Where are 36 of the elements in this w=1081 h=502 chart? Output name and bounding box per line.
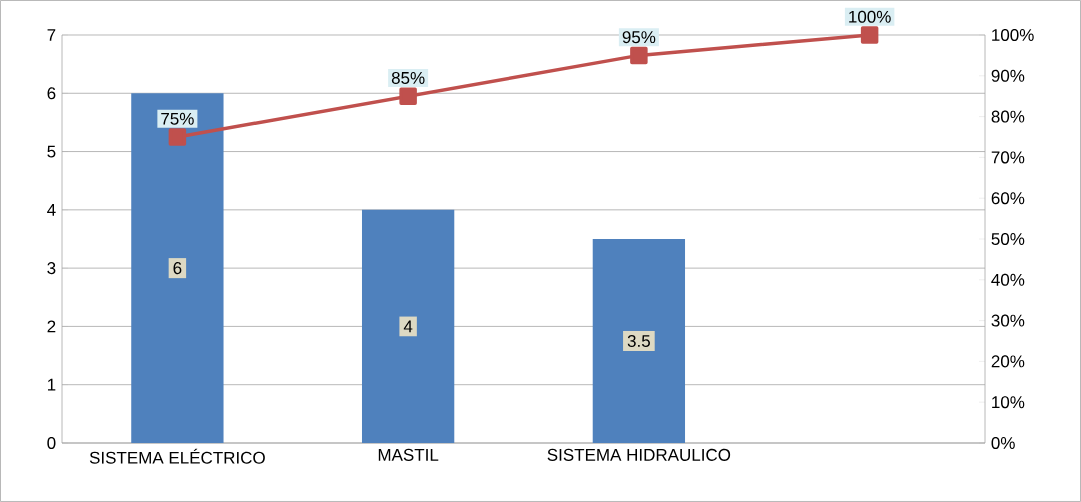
bar: [361, 209, 455, 443]
y2-tick-label: 50%: [991, 232, 1025, 246]
point: [168, 128, 187, 146]
y-tick-label: 1: [47, 378, 56, 391]
data-label: 3.5: [627, 334, 650, 348]
y-tick-label: 0: [47, 436, 56, 450]
bar: [592, 238, 686, 443]
y2-tick-label: 70%: [991, 151, 1025, 164]
data-label: 100%: [849, 10, 891, 23]
y2-tick-label: 80%: [991, 110, 1025, 123]
bar: [131, 93, 224, 443]
point: [630, 46, 648, 65]
point: [860, 26, 879, 44]
y-tick-label: 7: [47, 29, 56, 41]
y2-tick-label: 30%: [991, 314, 1025, 327]
y2-tick-label: 60%: [991, 192, 1025, 205]
y-tick-label: 3: [47, 262, 56, 275]
x-tick-label: SISTEMA ELÉCTRICO: [89, 448, 265, 464]
x-tick-label: SISTEMA HIDRAULICO: [547, 448, 731, 461]
y2-tick-label: 90%: [991, 69, 1025, 82]
y2-tick-label: 0%: [991, 436, 1015, 450]
data-label: 4: [403, 320, 413, 333]
data-label: 6: [173, 262, 182, 275]
y2-tick-label: 20%: [991, 355, 1025, 368]
y-tick-label: 2: [47, 320, 56, 333]
point: [399, 87, 417, 105]
y-tick-label: 6: [47, 87, 56, 100]
data-label: 95%: [622, 31, 656, 44]
y2-tick-label: 40%: [991, 273, 1025, 286]
data-label: 85%: [391, 71, 425, 84]
y2-tick-label: 10%: [992, 396, 1025, 409]
y-tick-label: 4: [47, 203, 56, 216]
x-tick-label: MASTIL: [378, 448, 439, 461]
y-tick-label: 5: [47, 145, 56, 158]
y2-tick-label: 100%: [992, 28, 1034, 42]
data-label: 75%: [161, 112, 194, 125]
